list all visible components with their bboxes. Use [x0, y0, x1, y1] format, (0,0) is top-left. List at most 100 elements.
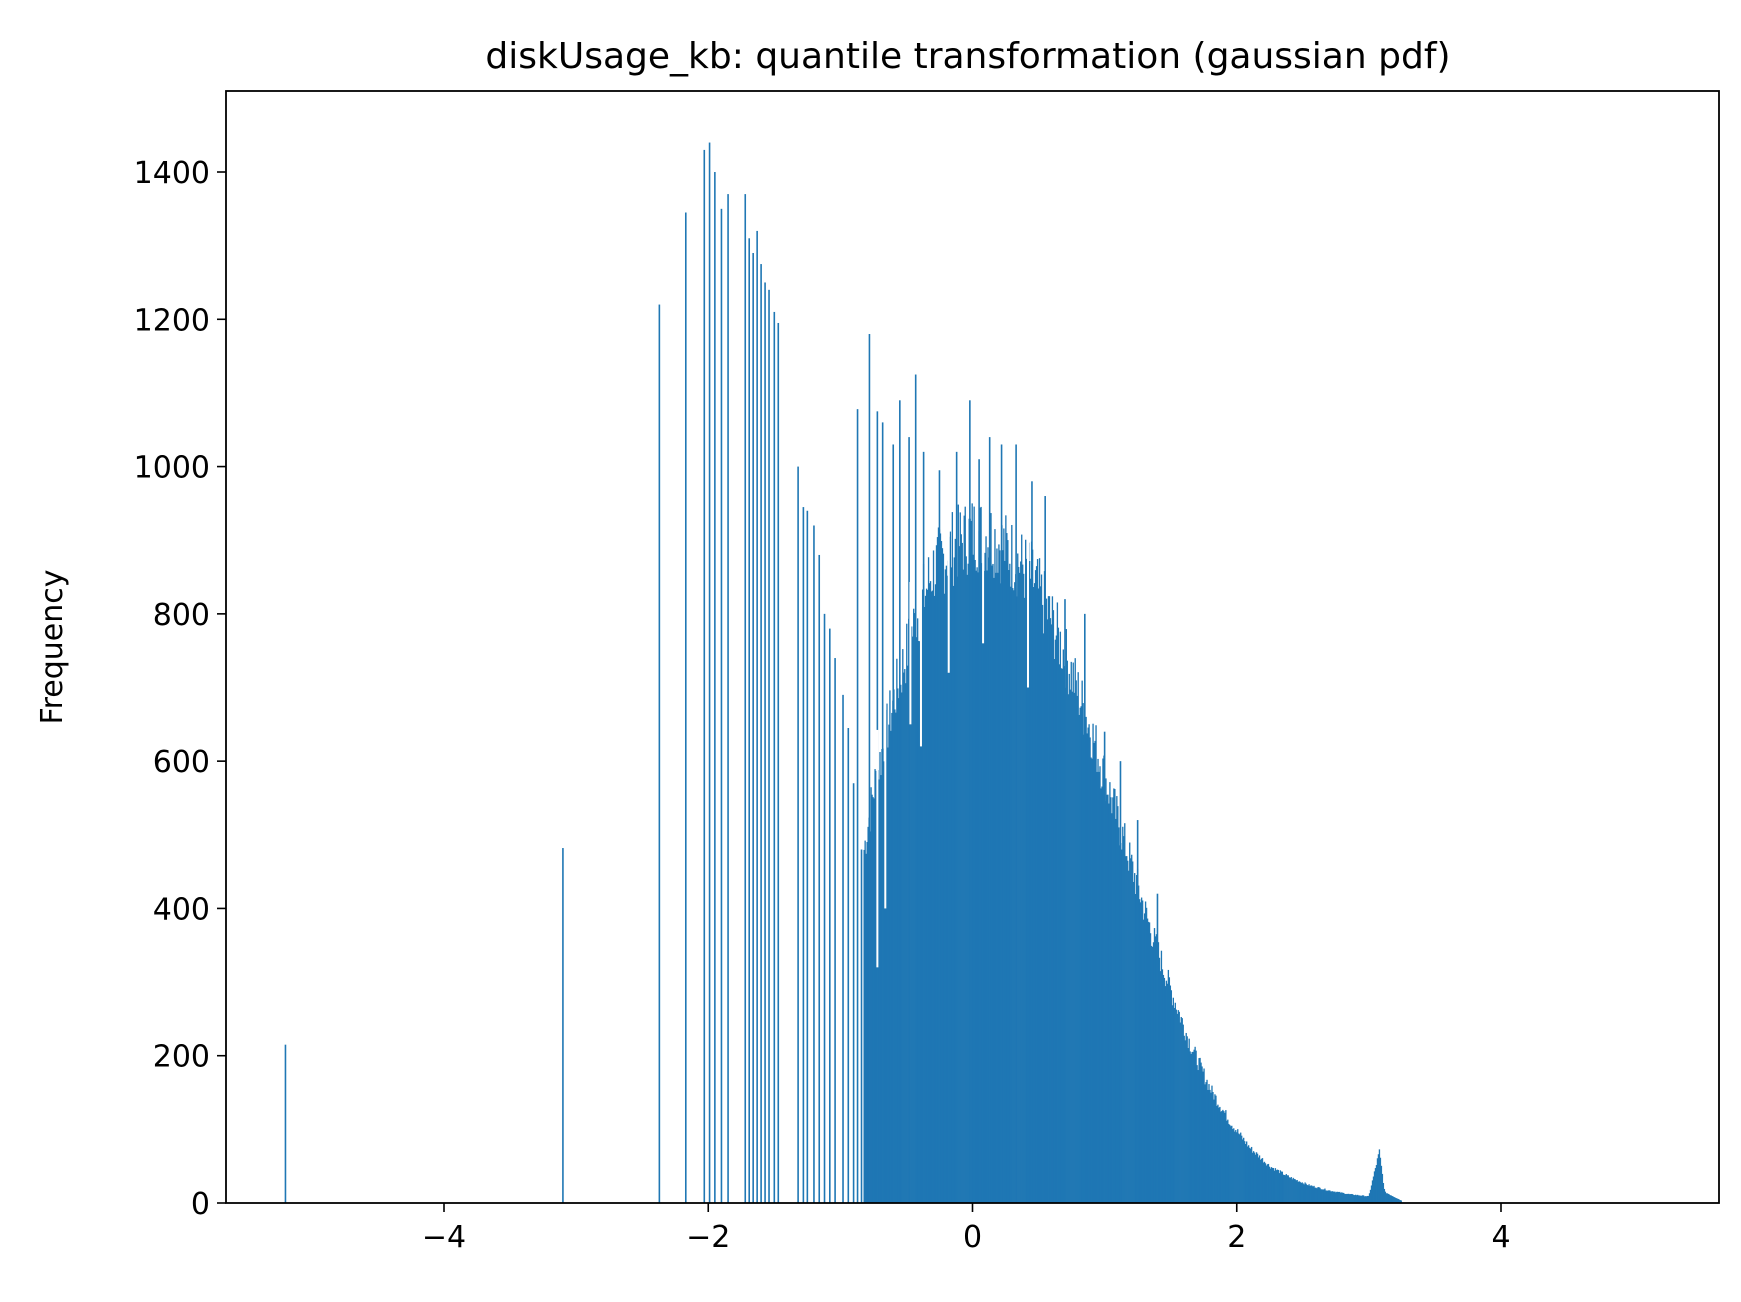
histogram-bar-336 — [1196, 1065, 1198, 1203]
histogram-bar-103 — [965, 556, 967, 1203]
histogram-bar-284 — [1144, 901, 1147, 1203]
histogram-bar-57 — [919, 612, 922, 1203]
y-axis-label: Frequency — [35, 570, 70, 725]
histogram-bar-429 — [1288, 1177, 1290, 1203]
histogram-bar-isolated-30 — [860, 849, 863, 1203]
histogram-bar-67 — [929, 581, 932, 1203]
histogram-bar-185 — [1046, 619, 1049, 1203]
histogram-bar-317 — [1177, 1010, 1179, 1203]
histogram-bar-160 — [1022, 564, 1024, 1203]
histogram-bar-187 — [1048, 596, 1051, 1203]
histogram-bar-442 — [1301, 1182, 1303, 1203]
histogram-bar-206 — [1067, 694, 1069, 1203]
histogram-bar-197 — [1058, 664, 1061, 1203]
histogram-bar-356 — [1216, 1105, 1218, 1203]
histogram-bar-10 — [873, 798, 875, 1203]
histogram-bar-184 — [1045, 598, 1048, 1203]
histogram-bar-308 — [1168, 977, 1171, 1203]
histogram-bar-414 — [1273, 1170, 1276, 1203]
histogram-bar-255 — [1116, 796, 1118, 1203]
histogram-bar-34 — [897, 688, 899, 1203]
histogram-bar-isolated-16 — [773, 311, 776, 1203]
histogram-bar-310 — [1170, 990, 1173, 1203]
histogram-bar-201 — [1062, 649, 1064, 1203]
histogram-bar-469 — [1328, 1190, 1330, 1203]
histogram-bar-56 — [918, 641, 921, 1203]
histogram-bar-291 — [1151, 946, 1154, 1203]
histogram-bar-500 — [1358, 1195, 1361, 1203]
histogram-bar-62 — [924, 595, 927, 1203]
histogram-bar-491 — [1350, 1194, 1352, 1203]
histogram-bar-147 — [1009, 563, 1011, 1203]
histogram-bar-300 — [1160, 950, 1163, 1203]
histogram-bar-248 — [1109, 782, 1111, 1203]
histogram-bar-454 — [1313, 1185, 1315, 1203]
histogram-bar-433 — [1292, 1177, 1294, 1203]
histogram-bar-143 — [1005, 515, 1007, 1203]
histogram-bar-spike-2 — [881, 422, 884, 1203]
histogram-bar-51 — [914, 613, 916, 1203]
histogram-bar-128 — [990, 513, 992, 1203]
histogram-bar-161 — [1023, 573, 1025, 1203]
histogram-bar-449 — [1308, 1184, 1310, 1203]
histogram-bar-412 — [1271, 1167, 1274, 1203]
histogram-bar-497 — [1355, 1195, 1358, 1203]
histogram-bar-460 — [1319, 1187, 1321, 1203]
histogram-bar-354 — [1214, 1094, 1216, 1203]
histogram-bar-316 — [1176, 1013, 1178, 1203]
histogram-bar-231 — [1092, 723, 1094, 1203]
bars-layer — [284, 142, 1402, 1204]
histogram-bar-275 — [1135, 875, 1138, 1203]
histogram-bar-540 — [1398, 1199, 1400, 1203]
histogram-bar-397 — [1256, 1153, 1259, 1203]
histogram-bar-392 — [1251, 1152, 1254, 1203]
y-tick-label: 1200 — [134, 303, 210, 338]
histogram-bar-122 — [984, 552, 986, 1203]
histogram-bar-spike-20 — [1119, 761, 1122, 1203]
histogram-bar-430 — [1289, 1177, 1291, 1203]
histogram-bar-450 — [1309, 1186, 1311, 1203]
histogram-bar-85 — [947, 560, 950, 1203]
histogram-bar-319 — [1179, 1022, 1181, 1203]
histogram-bar-290 — [1150, 945, 1153, 1203]
histogram-bar-253 — [1114, 789, 1116, 1203]
histogram-bar-isolated-8 — [727, 194, 729, 1204]
histogram-bar-529 — [1387, 1193, 1390, 1203]
histogram-bar-21 — [884, 764, 886, 1203]
histogram-bar-322 — [1182, 1024, 1184, 1203]
histogram-bar-114 — [976, 567, 978, 1203]
histogram-bar-isolated-23 — [823, 613, 826, 1203]
histogram-bar-480 — [1339, 1191, 1341, 1203]
histogram-bar-90 — [952, 585, 955, 1203]
histogram-bar-495 — [1354, 1195, 1356, 1203]
histogram-bar-4 — [867, 826, 869, 1203]
histogram-bar-53 — [916, 637, 918, 1203]
histogram-bar-214 — [1075, 680, 1077, 1203]
histogram-bar-391 — [1250, 1146, 1253, 1203]
histogram-bar-89 — [951, 512, 954, 1203]
histogram-bar-234 — [1095, 725, 1097, 1203]
histogram-bar-20 — [883, 761, 885, 1203]
histogram-bar-spike-8 — [938, 470, 941, 1203]
histogram-bar-58 — [920, 590, 923, 1203]
histogram-bar-333 — [1193, 1049, 1195, 1203]
histogram-bar-514 — [1372, 1176, 1375, 1203]
histogram-bar-120 — [982, 535, 984, 1203]
histogram-bar-spike-7 — [922, 451, 925, 1204]
histogram-bar-283 — [1143, 913, 1146, 1203]
histogram-bar-155 — [1017, 553, 1019, 1203]
histogram-bar-11 — [874, 769, 876, 1203]
histogram-bar-471 — [1330, 1191, 1332, 1203]
histogram-bar-272 — [1133, 881, 1135, 1203]
x-tick-label: 2 — [1227, 1220, 1246, 1255]
histogram-bar-261 — [1122, 826, 1124, 1203]
histogram-bar-156 — [1018, 566, 1020, 1203]
histogram-bar-141 — [1003, 528, 1005, 1203]
histogram-bar-23 — [886, 703, 888, 1203]
histogram-bar-196 — [1057, 627, 1060, 1203]
histogram-bar-407 — [1266, 1164, 1269, 1203]
histogram-bar-isolated-19 — [802, 507, 805, 1204]
histogram-bar-436 — [1295, 1180, 1297, 1203]
